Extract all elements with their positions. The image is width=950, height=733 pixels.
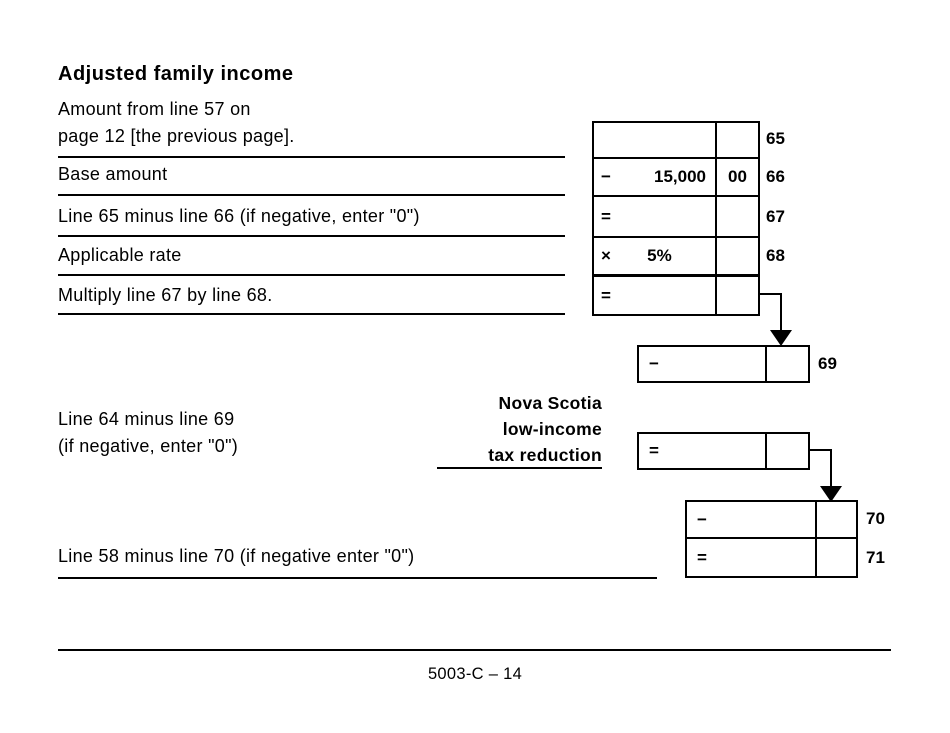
cents-field-result[interactable] bbox=[715, 277, 758, 314]
flow-connector-2-horizontal bbox=[808, 449, 832, 451]
row-label-65-line2: page 12 [the previous page]. bbox=[58, 126, 295, 146]
cents-field-71[interactable] bbox=[815, 539, 856, 576]
flow-connector-1-vertical bbox=[780, 293, 782, 332]
amount-field-tax-reduction[interactable]: = bbox=[639, 434, 765, 468]
nova-scotia-label-line2: low-income bbox=[502, 419, 602, 439]
line64-label-line2: (if negative, enter "0") bbox=[58, 436, 239, 456]
cents-field-tax-reduction[interactable] bbox=[765, 434, 808, 468]
line-number-68: 68 bbox=[766, 246, 785, 265]
operator-69: − bbox=[649, 354, 659, 373]
nova-scotia-label-line3: tax reduction bbox=[488, 445, 602, 465]
line-number-70: 70 bbox=[866, 509, 885, 528]
amount-field-69[interactable]: − bbox=[639, 347, 765, 381]
row-underline-66 bbox=[58, 194, 565, 196]
line70-71-box: − = bbox=[685, 500, 858, 578]
tax-reduction-box: = bbox=[637, 432, 810, 470]
line-number-65: 65 bbox=[766, 129, 785, 148]
line-number-66: 66 bbox=[766, 167, 785, 186]
row-underline-68 bbox=[58, 274, 565, 276]
table-row-68: × 5% bbox=[594, 238, 758, 277]
operator-71: = bbox=[697, 547, 707, 567]
cents-field-68 bbox=[715, 238, 758, 274]
arrow-down-icon-2 bbox=[820, 486, 842, 502]
nova-scotia-label-line1: Nova Scotia bbox=[498, 393, 602, 413]
page-footer: 5003-C – 14 bbox=[427, 665, 523, 683]
operator-70: − bbox=[697, 509, 707, 529]
operator-result: = bbox=[601, 285, 611, 305]
line64-label-line1: Line 64 minus line 69 bbox=[58, 409, 235, 429]
amount-field-68: × 5% bbox=[594, 238, 715, 274]
table-row-66: − 15,000 00 bbox=[594, 159, 758, 197]
row-underline-67 bbox=[58, 235, 565, 237]
row-underline-multiply bbox=[58, 313, 565, 315]
arrow-down-icon-1 bbox=[770, 330, 792, 346]
operator-tax-reduction: = bbox=[649, 441, 659, 460]
amount-field-71[interactable]: = bbox=[687, 539, 815, 576]
line-number-69: 69 bbox=[818, 354, 837, 373]
line-number-71: 71 bbox=[866, 548, 885, 567]
row-label-66: Base amount bbox=[58, 164, 168, 184]
cents-field-66: 00 bbox=[715, 159, 758, 195]
line69-box: − bbox=[637, 345, 810, 383]
row-label-67: Line 65 minus line 66 (if negative, ente… bbox=[58, 206, 420, 226]
cents-field-69[interactable] bbox=[765, 347, 808, 381]
line58-label: Line 58 minus line 70 (if negative enter… bbox=[58, 546, 415, 566]
amount-field-70[interactable]: − bbox=[687, 502, 815, 537]
amount-field-65[interactable] bbox=[594, 123, 715, 157]
row-underline-65 bbox=[58, 156, 565, 158]
table-row-67: = bbox=[594, 197, 758, 238]
table-row-70: − bbox=[687, 502, 856, 539]
calculation-table: − 15,000 00 = × 5% = bbox=[592, 121, 760, 316]
flow-connector-2-vertical bbox=[830, 449, 832, 488]
nova-scotia-underline bbox=[437, 467, 602, 469]
cents-field-70[interactable] bbox=[815, 502, 856, 537]
cents-field-67[interactable] bbox=[715, 197, 758, 236]
amount-value-68: 5% bbox=[647, 246, 672, 265]
nova-scotia-label: Nova Scotia low-income tax reduction bbox=[420, 390, 602, 468]
row-label-68: Applicable rate bbox=[58, 245, 182, 265]
footer-rule bbox=[58, 649, 891, 651]
flow-connector-1-horizontal bbox=[758, 293, 782, 295]
table-row-65 bbox=[594, 123, 758, 159]
amount-field-67[interactable]: = bbox=[594, 197, 715, 236]
section-title: Adjusted family income bbox=[58, 63, 294, 85]
row-label-multiply: Multiply line 67 by line 68. bbox=[58, 285, 273, 305]
table-row-71: = bbox=[687, 539, 856, 576]
operator-66: − bbox=[601, 167, 611, 186]
amount-value-66: 15,000 bbox=[654, 167, 706, 186]
amount-field-66: − 15,000 bbox=[594, 159, 715, 195]
amount-field-result[interactable]: = bbox=[594, 277, 715, 314]
operator-67: = bbox=[601, 206, 611, 226]
cents-field-65[interactable] bbox=[715, 123, 758, 157]
line58-underline bbox=[58, 577, 657, 579]
operator-68: × bbox=[601, 246, 611, 265]
table-row-result: = bbox=[594, 277, 758, 314]
row-label-65-line1: Amount from line 57 on bbox=[58, 99, 251, 119]
line-number-67: 67 bbox=[766, 207, 785, 226]
